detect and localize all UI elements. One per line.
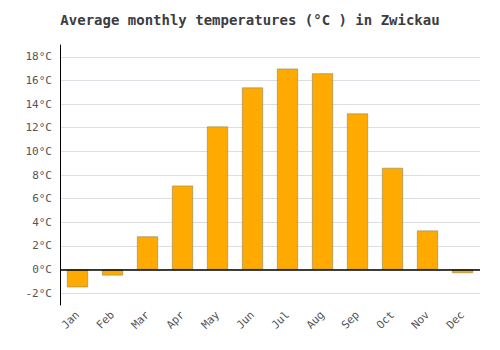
svg-text:10°C: 10°C [26, 145, 53, 158]
svg-text:0°C: 0°C [32, 263, 52, 276]
svg-text:14°C: 14°C [26, 98, 53, 111]
svg-text:12°C: 12°C [26, 121, 53, 134]
svg-text:Apr: Apr [164, 308, 187, 331]
svg-text:4°C: 4°C [32, 216, 52, 229]
svg-text:Dec: Dec [444, 308, 467, 331]
svg-text:Sep: Sep [339, 308, 362, 331]
svg-text:Nov: Nov [409, 308, 432, 331]
svg-text:6°C: 6°C [32, 192, 52, 205]
svg-text:8°C: 8°C [32, 169, 52, 182]
svg-text:Jan: Jan [59, 308, 82, 331]
svg-text:May: May [199, 308, 222, 331]
svg-text:-2°C: -2°C [26, 287, 53, 300]
svg-text:Jun: Jun [234, 308, 257, 331]
svg-text:Average monthly temperatures (: Average monthly temperatures (°C ) in Zw… [60, 12, 439, 28]
svg-text:16°C: 16°C [26, 74, 53, 87]
svg-text:Jul: Jul [269, 308, 292, 331]
svg-text:Aug: Aug [304, 308, 327, 331]
svg-text:Feb: Feb [94, 308, 117, 331]
svg-text:Oct: Oct [374, 308, 397, 331]
svg-text:Mar: Mar [129, 308, 152, 331]
svg-text:18°C: 18°C [26, 50, 53, 63]
svg-text:2°C: 2°C [32, 239, 52, 252]
